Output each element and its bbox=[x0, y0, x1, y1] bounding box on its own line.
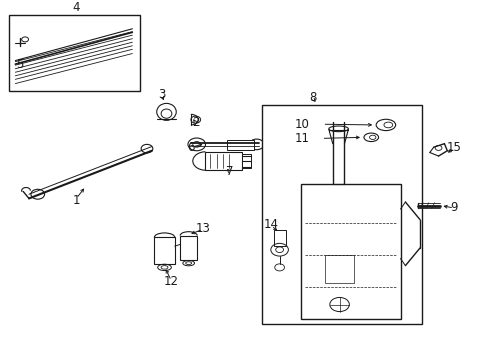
Text: 15: 15 bbox=[446, 141, 461, 154]
Text: 2: 2 bbox=[192, 116, 199, 129]
Text: 6: 6 bbox=[187, 141, 194, 154]
Bar bbox=[205, 152, 242, 170]
Text: 10: 10 bbox=[294, 118, 309, 131]
Text: 12: 12 bbox=[163, 275, 179, 288]
Text: 3: 3 bbox=[158, 88, 165, 101]
Text: 14: 14 bbox=[264, 219, 278, 231]
Text: 7: 7 bbox=[225, 166, 233, 179]
Bar bbox=[154, 237, 174, 264]
Bar bbox=[242, 154, 250, 168]
Bar bbox=[261, 105, 422, 324]
Bar bbox=[180, 235, 197, 260]
Text: 4: 4 bbox=[72, 1, 80, 14]
Text: 13: 13 bbox=[195, 222, 210, 235]
Bar bbox=[227, 140, 254, 150]
Text: 9: 9 bbox=[449, 201, 457, 214]
Text: 1: 1 bbox=[72, 194, 80, 207]
Text: 11: 11 bbox=[294, 132, 309, 145]
Text: 8: 8 bbox=[308, 91, 316, 104]
Bar bbox=[325, 255, 353, 283]
Bar bbox=[300, 184, 400, 319]
Bar bbox=[273, 230, 285, 246]
Bar bbox=[9, 15, 140, 91]
Text: 5: 5 bbox=[17, 58, 24, 71]
